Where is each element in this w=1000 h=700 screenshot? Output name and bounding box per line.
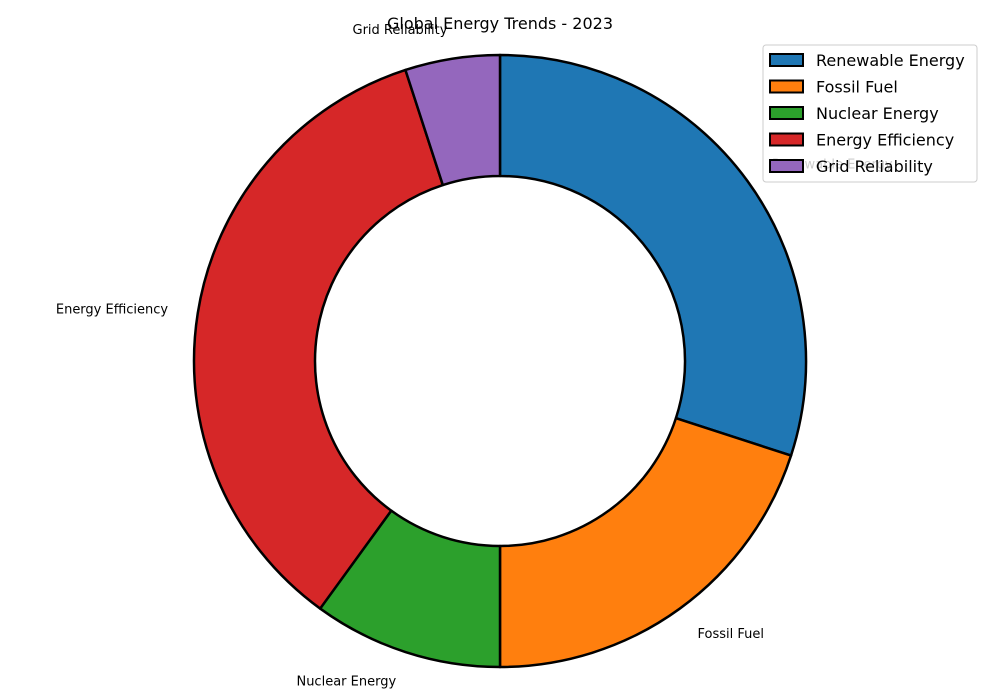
chart-title: Global Energy Trends - 2023: [387, 14, 613, 33]
legend-box: [762, 44, 978, 183]
legend: Renewable Energy Fossil Fuel Nuclear Energ…: [762, 44, 978, 183]
legend-label-nuclear-energy: Nuclear Energy: [816, 104, 939, 123]
slice-label-nuclear-energy: Nuclear Energy: [296, 675, 396, 690]
slice-fossil-fuel: [498, 416, 793, 669]
slice-label-fossil-fuel: Fossil Fuel: [697, 627, 764, 642]
legend-swatch-fossil-fuel: [769, 79, 804, 94]
slices-group: [192, 53, 808, 669]
slice-renewable-energy: [498, 53, 808, 457]
slice-grid-reliability: [404, 53, 502, 187]
legend-swatch-grid-reliability: [769, 159, 804, 173]
legend-label-fossil-fuel: Fossil Fuel: [816, 78, 898, 97]
legend-swatch-energy-efficiency: [769, 132, 804, 147]
slice-label-grid-reliability: Grid Reliability: [353, 23, 448, 38]
legend-swatch-nuclear-energy: [769, 106, 804, 120]
legend-label-renewable-energy: Renewable Energy: [816, 51, 965, 70]
legend-swatch-renewable-energy: [769, 53, 804, 67]
slice-label-energy-efficiency: Energy Efficiency: [56, 302, 169, 317]
legend-label-energy-efficiency: Energy Efficiency: [816, 131, 954, 150]
slice-energy-efficiency: [192, 68, 445, 610]
legend-label-grid-reliability: Grid Reliability: [816, 157, 933, 176]
